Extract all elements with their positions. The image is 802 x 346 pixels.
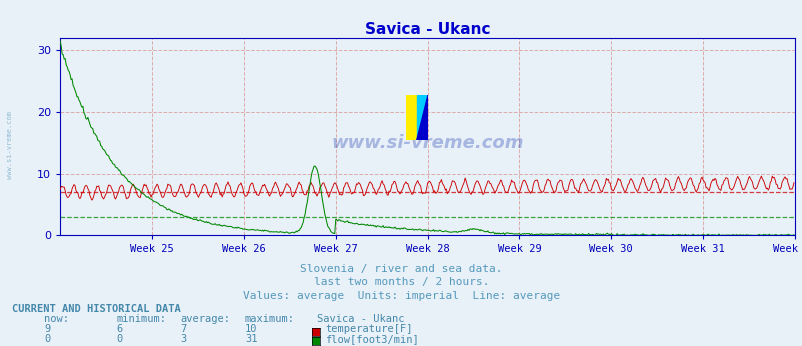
Text: 0: 0: [44, 334, 51, 344]
Text: 31: 31: [245, 334, 257, 344]
Text: now:: now:: [44, 315, 69, 325]
Text: 0: 0: [116, 334, 123, 344]
Text: Values: average  Units: imperial  Line: average: Values: average Units: imperial Line: av…: [242, 291, 560, 301]
Text: average:: average:: [180, 315, 230, 325]
Text: maximum:: maximum:: [245, 315, 294, 325]
Polygon shape: [405, 95, 416, 140]
Text: 10: 10: [245, 324, 257, 334]
Polygon shape: [416, 95, 427, 140]
Title: Savica - Ukanc: Savica - Ukanc: [364, 22, 490, 37]
Text: 6: 6: [116, 324, 123, 334]
Text: CURRENT AND HISTORICAL DATA: CURRENT AND HISTORICAL DATA: [12, 304, 180, 314]
Text: www.si-vreme.com: www.si-vreme.com: [6, 111, 13, 179]
Polygon shape: [416, 95, 427, 140]
Text: Slovenia / river and sea data.: Slovenia / river and sea data.: [300, 264, 502, 274]
Text: www.si-vreme.com: www.si-vreme.com: [331, 134, 523, 152]
Text: minimum:: minimum:: [116, 315, 166, 325]
Text: 7: 7: [180, 324, 187, 334]
Text: 3: 3: [180, 334, 187, 344]
Text: 9: 9: [44, 324, 51, 334]
Text: temperature[F]: temperature[F]: [325, 324, 412, 334]
Text: flow[foot3/min]: flow[foot3/min]: [325, 334, 419, 344]
Text: last two months / 2 hours.: last two months / 2 hours.: [314, 277, 488, 288]
Text: Savica - Ukanc: Savica - Ukanc: [317, 315, 404, 325]
